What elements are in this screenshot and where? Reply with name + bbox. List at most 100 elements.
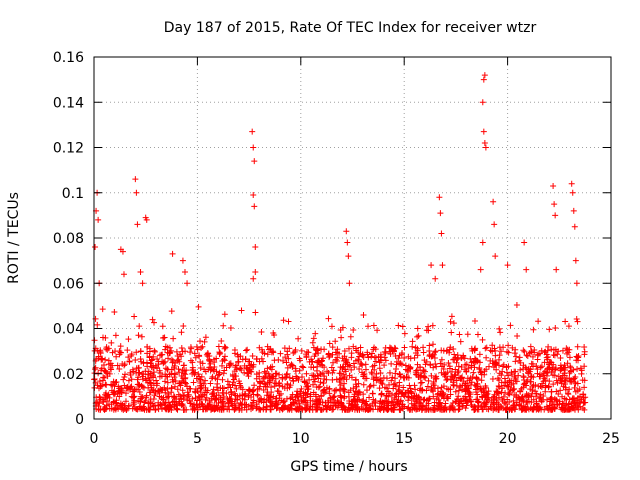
data-point: [344, 239, 351, 246]
data-point: [139, 280, 146, 287]
data-point: [134, 406, 141, 413]
data-point: [490, 198, 497, 205]
data-point: [324, 397, 331, 404]
data-point: [279, 375, 286, 382]
data-point: [250, 275, 257, 282]
data-point: [433, 375, 440, 382]
data-point: [572, 388, 579, 395]
data-point: [479, 336, 486, 343]
data-point: [275, 356, 282, 363]
data-point: [445, 395, 452, 402]
data-point: [119, 248, 126, 255]
data-point: [390, 405, 397, 412]
data-point: [169, 250, 176, 257]
data-point: [290, 378, 297, 385]
data-point: [258, 328, 265, 335]
data-point: [408, 389, 415, 396]
data-point: [318, 392, 325, 399]
data-point: [252, 309, 259, 316]
data-point: [214, 380, 221, 387]
data-point: [168, 385, 175, 392]
data-point: [550, 182, 557, 189]
data-point: [94, 382, 101, 389]
data-point: [452, 388, 459, 395]
data-point: [115, 388, 122, 395]
data-point: [563, 396, 570, 403]
data-point: [351, 396, 358, 403]
data-point: [264, 343, 271, 350]
data-point: [128, 351, 135, 358]
data-point: [430, 364, 437, 371]
data-point: [225, 399, 232, 406]
data-point: [128, 376, 135, 383]
data-point: [450, 381, 457, 388]
data-point: [114, 362, 121, 369]
data-point: [569, 405, 576, 412]
data-point: [209, 391, 216, 398]
data-point: [383, 392, 390, 399]
data-point: [150, 369, 157, 376]
data-point: [402, 362, 409, 369]
data-point: [130, 393, 137, 400]
data-point: [381, 362, 388, 369]
data-point: [412, 344, 419, 351]
data-point: [512, 358, 519, 365]
data-point: [504, 383, 511, 390]
data-point: [500, 405, 507, 412]
data-point: [369, 390, 376, 397]
data-point: [202, 406, 209, 413]
data-point: [232, 396, 239, 403]
data-point: [253, 355, 260, 362]
data-point: [91, 376, 98, 383]
data-point: [543, 403, 550, 410]
data-point: [344, 363, 351, 370]
data-point: [388, 377, 395, 384]
data-point: [322, 388, 329, 395]
data-point: [215, 392, 222, 399]
data-point: [500, 393, 507, 400]
data-point: [392, 352, 399, 359]
data-point: [408, 400, 415, 407]
data-point: [338, 334, 345, 341]
data-point: [437, 406, 444, 413]
data-point: [271, 379, 278, 386]
data-point: [409, 343, 416, 350]
data-point: [481, 403, 488, 410]
data-point: [207, 360, 214, 367]
data-point: [254, 392, 261, 399]
data-point: [574, 343, 581, 350]
data-point: [372, 358, 379, 365]
data-point: [536, 371, 543, 378]
data-point: [262, 370, 269, 377]
data-point: [339, 364, 346, 371]
data-point: [571, 223, 578, 230]
data-point: [383, 375, 390, 382]
data-point: [483, 366, 490, 373]
x-axis-label: GPS time / hours: [290, 459, 407, 475]
data-point: [438, 363, 445, 370]
data-point: [138, 393, 145, 400]
data-point: [457, 374, 464, 381]
data-point: [428, 262, 435, 269]
data-point: [121, 374, 128, 381]
data-point: [400, 405, 407, 412]
data-point: [152, 362, 159, 369]
data-point: [210, 366, 217, 373]
data-point: [346, 400, 353, 407]
data-point: [278, 405, 285, 412]
data-point: [528, 393, 535, 400]
data-point: [221, 311, 228, 318]
data-point: [326, 386, 333, 393]
data-point: [482, 345, 489, 352]
data-point: [292, 368, 299, 375]
data-point: [301, 379, 308, 386]
data-point: [241, 404, 248, 411]
data-point: [193, 401, 200, 408]
data-point: [230, 379, 237, 386]
data-point: [551, 404, 558, 411]
data-point: [259, 378, 266, 385]
data-point: [151, 347, 158, 354]
data-point: [239, 392, 246, 399]
data-point: [530, 326, 537, 333]
